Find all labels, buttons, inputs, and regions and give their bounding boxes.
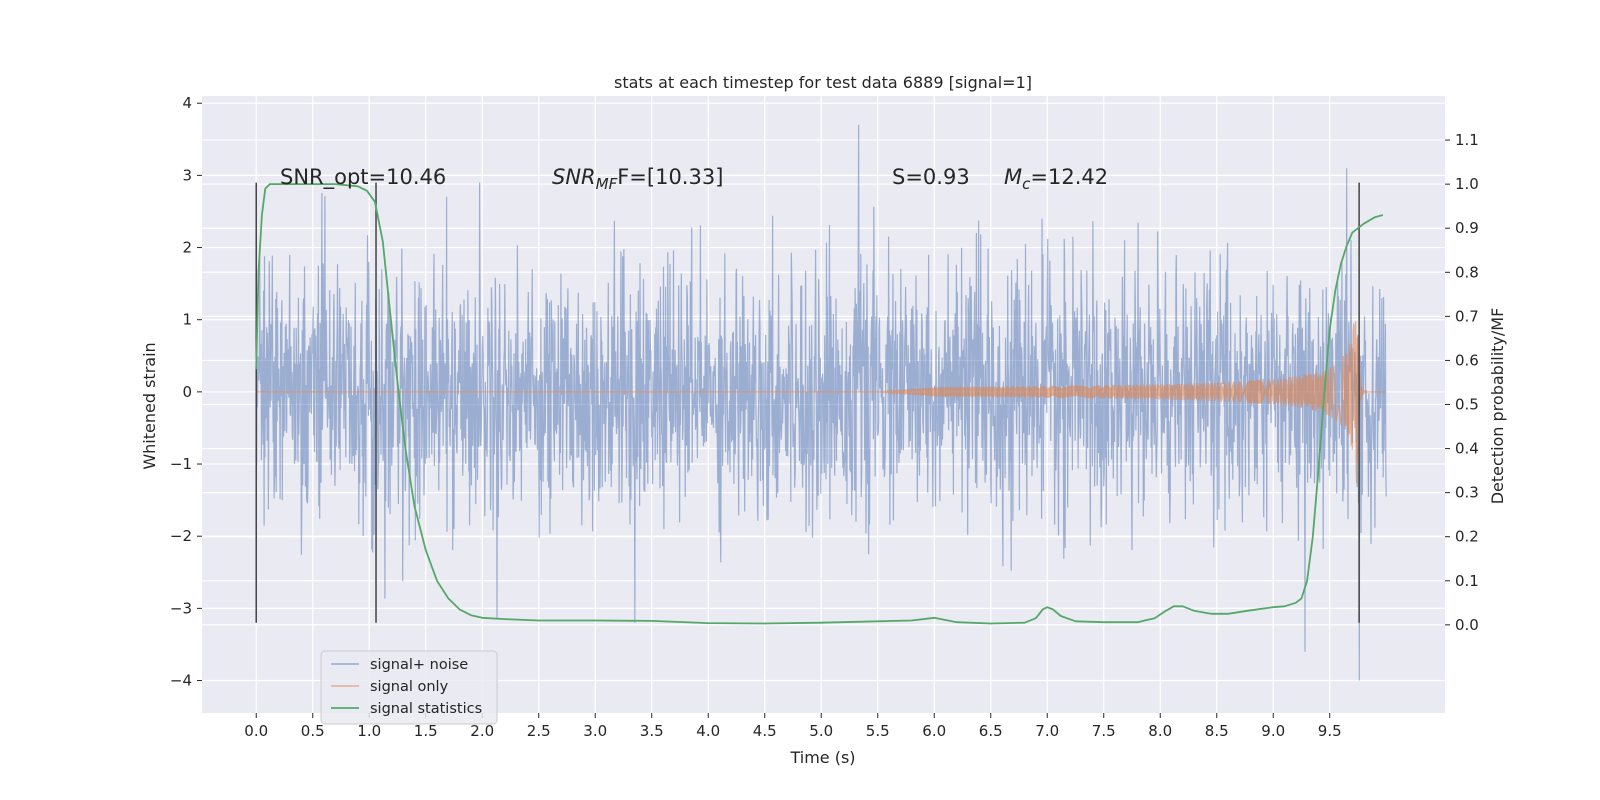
chart-title: stats at each timestep for test data 688… bbox=[614, 73, 1032, 92]
x-tick-label: 0.5 bbox=[301, 722, 325, 740]
signal-only-series bbox=[256, 321, 1387, 484]
y2-tick-label: 0.8 bbox=[1455, 263, 1479, 281]
x-tick-label: 5.5 bbox=[866, 722, 890, 740]
signal-only-line bbox=[256, 321, 1387, 484]
annotation-s: S=0.93 bbox=[892, 165, 970, 189]
y2-tick-label: 0.6 bbox=[1455, 351, 1479, 369]
signal-noise-line bbox=[255, 124, 1387, 681]
x-tick-label: 7.0 bbox=[1035, 722, 1059, 740]
x-tick-label: 4.5 bbox=[753, 722, 777, 740]
y2-tick-label: 0.0 bbox=[1455, 616, 1479, 634]
y-axis-label: Whitened strain bbox=[140, 342, 159, 469]
y-tick-label: 0 bbox=[182, 383, 192, 401]
annotation-mc-sub: c bbox=[1022, 175, 1031, 193]
legend-label-signal-noise: signal+ noise bbox=[370, 657, 468, 673]
x-axis-ticks: 0.0 0.5 1.0 1.5 2.0 2.5 3.0 3.5 4.0 4.5 5.0 5.5 6.0 6… bbox=[244, 713, 1342, 740]
annotation-snr-mf-value: F=[10.33] bbox=[617, 165, 723, 189]
x-tick-label: 2.0 bbox=[470, 722, 494, 740]
annotation-snr-mf: SNRMFF=[10.33] bbox=[552, 165, 723, 193]
y-tick-label: 3 bbox=[182, 166, 192, 184]
x-tick-label: 4.0 bbox=[696, 722, 720, 740]
x-tick-label: 2.5 bbox=[527, 722, 551, 740]
y-tick-label: −4 bbox=[170, 672, 192, 690]
signal-statistics-series bbox=[255, 183, 1384, 625]
y2-tick-label: 0.9 bbox=[1455, 219, 1479, 237]
annotation-mc-main: M bbox=[1004, 165, 1022, 189]
annotation-snr-mf-sub: MF bbox=[596, 175, 618, 193]
y2-axis-label: Detection probability/MF bbox=[1488, 308, 1507, 505]
y-tick-label: 2 bbox=[182, 239, 192, 257]
x-tick-label: 7.5 bbox=[1092, 722, 1116, 740]
x-tick-label: 8.0 bbox=[1148, 722, 1172, 740]
legend-label-signal-statistics: signal statistics bbox=[370, 701, 482, 717]
x-tick-label: 9.5 bbox=[1318, 722, 1342, 740]
signal-noise-series bbox=[255, 124, 1387, 681]
y-axis-ticks: 4 3 2 1 0 −1 −2 −3 −4 bbox=[170, 94, 202, 690]
x-tick-label: 5.0 bbox=[809, 722, 833, 740]
y2-tick-label: 0.4 bbox=[1455, 440, 1479, 458]
signal-statistics-line bbox=[255, 183, 1384, 625]
x-tick-label: 0.0 bbox=[244, 722, 268, 740]
x-tick-label: 6.0 bbox=[922, 722, 946, 740]
y-tick-label: −3 bbox=[170, 599, 192, 617]
annotation-mc-value: =12.42 bbox=[1030, 165, 1108, 189]
annotation-snr-mf-main: SNR bbox=[552, 165, 596, 189]
y2-tick-label: 0.5 bbox=[1455, 396, 1479, 414]
y-tick-label: −2 bbox=[170, 527, 192, 545]
x-tick-label: 1.5 bbox=[414, 722, 438, 740]
y-tick-label: 4 bbox=[182, 94, 192, 112]
legend-label-signal-only: signal only bbox=[370, 679, 449, 695]
y-tick-label: −1 bbox=[170, 455, 192, 473]
y2-tick-label: 0.7 bbox=[1455, 307, 1479, 325]
y2-tick-label: 1.1 bbox=[1455, 131, 1479, 149]
annotation-mc: Mc=12.42 bbox=[1004, 165, 1108, 193]
x-tick-label: 9.0 bbox=[1261, 722, 1285, 740]
x-tick-label: 3.0 bbox=[583, 722, 607, 740]
annotation-snr-opt: SNR_opt=10.46 bbox=[280, 165, 446, 190]
y2-axis-ticks: 1.1 1.0 0.9 0.8 0.7 0.6 0.5 0.4 0.3 0.2 0.1 0.0 bbox=[1445, 131, 1479, 634]
x-tick-label: 1.0 bbox=[357, 722, 381, 740]
legend: signal+ noise signal only signal statist… bbox=[320, 650, 498, 725]
vertical-markers bbox=[255, 182, 1360, 623]
y2-tick-label: 0.2 bbox=[1455, 528, 1479, 546]
x-tick-label: 3.5 bbox=[640, 722, 664, 740]
x-tick-label: 8.5 bbox=[1205, 722, 1229, 740]
y2-tick-label: 1.0 bbox=[1455, 175, 1479, 193]
y2-tick-label: 0.3 bbox=[1455, 484, 1479, 502]
x-tick-label: 6.5 bbox=[979, 722, 1003, 740]
x-axis-label: Time (s) bbox=[789, 748, 855, 767]
y-tick-label: 1 bbox=[182, 311, 192, 329]
legend-box bbox=[320, 650, 498, 725]
y2-tick-label: 0.1 bbox=[1455, 572, 1479, 590]
